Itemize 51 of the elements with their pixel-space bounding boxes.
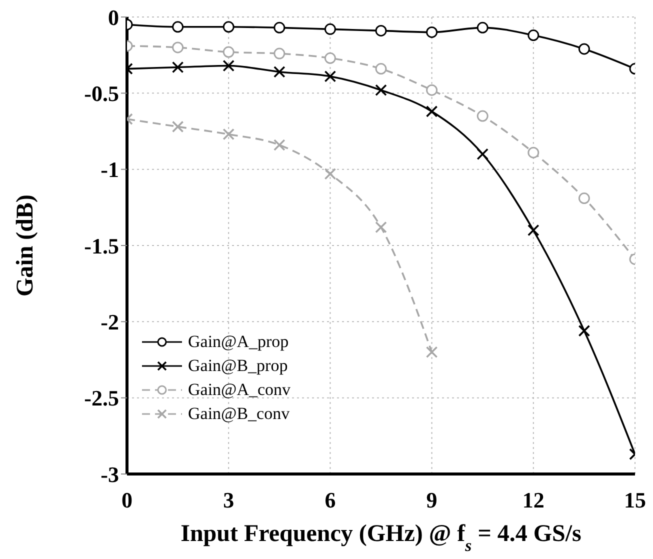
y-tick-label: -2 bbox=[100, 309, 119, 334]
x-tick-label: 9 bbox=[426, 488, 438, 513]
point bbox=[375, 84, 387, 96]
point bbox=[324, 52, 336, 64]
point bbox=[426, 346, 438, 358]
point bbox=[426, 26, 438, 38]
point bbox=[375, 221, 387, 234]
point bbox=[222, 46, 234, 58]
legend-label: Gain@B_conv bbox=[188, 404, 290, 424]
legend-label: Gain@A_conv bbox=[188, 380, 291, 400]
x-tick-label: 15 bbox=[624, 488, 646, 513]
y-tick-label: -1 bbox=[100, 157, 119, 182]
point bbox=[528, 30, 540, 42]
point bbox=[274, 139, 286, 151]
point bbox=[476, 148, 488, 160]
y-tick-label: -0.5 bbox=[84, 80, 119, 106]
point bbox=[528, 146, 540, 158]
point bbox=[426, 84, 438, 96]
point bbox=[172, 42, 184, 54]
x-tick-label: 12 bbox=[522, 488, 544, 513]
point bbox=[172, 21, 184, 33]
point bbox=[274, 22, 286, 34]
point bbox=[375, 63, 387, 75]
point bbox=[222, 21, 234, 33]
point bbox=[222, 60, 234, 72]
point bbox=[375, 24, 387, 36]
point bbox=[324, 168, 336, 180]
legend-label: Gain@A_prop bbox=[188, 332, 289, 352]
legend-label: Gain@B_prop bbox=[188, 356, 288, 376]
point bbox=[324, 23, 336, 35]
point bbox=[426, 106, 438, 118]
point bbox=[578, 192, 590, 204]
x-tick-label: 3 bbox=[223, 488, 234, 513]
point bbox=[578, 43, 590, 55]
point bbox=[172, 61, 184, 74]
x-axis-title: Input Frequency (GHz) @ f$_{s}$ = 4.4 GS/s bbox=[180, 521, 582, 554]
y-tick-label: 0 bbox=[108, 4, 119, 30]
point bbox=[528, 224, 540, 236]
point bbox=[274, 48, 286, 60]
point bbox=[578, 324, 590, 337]
point bbox=[324, 70, 336, 82]
point bbox=[476, 22, 488, 34]
x-tick-label: 6 bbox=[324, 488, 336, 513]
y-tick-label: -2.5 bbox=[84, 386, 119, 411]
y-tick-label: -3 bbox=[100, 462, 119, 487]
y-tick-label: -1.5 bbox=[84, 233, 119, 258]
point bbox=[476, 110, 488, 122]
point bbox=[274, 66, 286, 78]
point bbox=[172, 120, 184, 133]
y-axis-title: Gain (dB) bbox=[12, 194, 39, 297]
point bbox=[222, 128, 234, 140]
